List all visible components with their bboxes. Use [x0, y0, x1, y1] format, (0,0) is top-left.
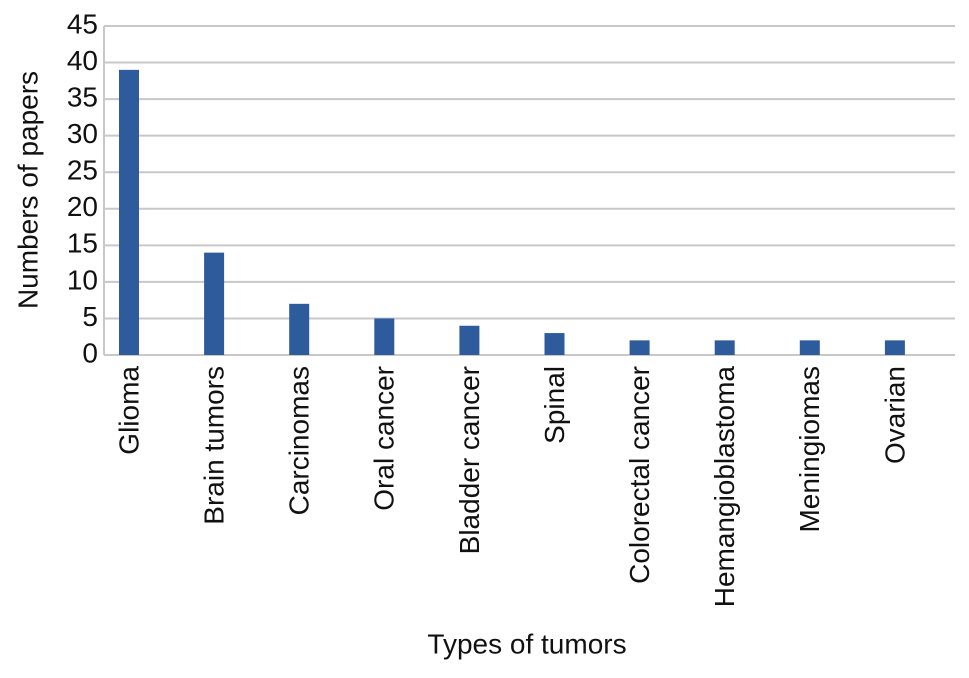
y-tick-label: 20	[67, 191, 98, 222]
x-tick-label: Bladder cancer	[454, 366, 485, 554]
bar	[119, 69, 139, 355]
bar	[289, 303, 310, 355]
y-tick-label: 0	[82, 337, 98, 368]
bar	[714, 340, 735, 355]
y-tick-label: 25	[67, 155, 98, 186]
bar	[544, 333, 565, 355]
x-tick-label: Ovarian	[879, 366, 910, 464]
x-tick-label: Hemangioblastoma	[709, 366, 740, 608]
bar	[884, 340, 905, 355]
bar	[459, 325, 480, 355]
x-tick-label: Carcinomas	[284, 366, 315, 515]
y-tick-label: 40	[67, 45, 98, 76]
y-tick-label: 35	[67, 82, 98, 113]
y-axis-title: Numbers of papers	[12, 71, 43, 309]
x-tick-label: Meningiomas	[794, 366, 825, 533]
x-tick-label: Oral cancer	[369, 366, 400, 511]
x-tick-label: Brain tumors	[198, 366, 229, 525]
y-tick-label: 5	[82, 301, 98, 332]
x-tick-label: Spinal	[539, 366, 570, 444]
bar	[204, 252, 225, 355]
y-tick-label: 10	[67, 264, 98, 295]
x-axis-title: Types of tumors	[427, 628, 626, 659]
y-tick-label: 30	[67, 118, 98, 149]
bar	[629, 340, 650, 355]
x-tick-label: Glioma	[113, 366, 144, 455]
bar	[799, 340, 820, 355]
y-tick-label: 45	[67, 8, 98, 39]
bar	[374, 318, 395, 355]
y-tick-label: 15	[67, 228, 98, 259]
x-tick-label: Colorectal cancer	[624, 366, 655, 584]
